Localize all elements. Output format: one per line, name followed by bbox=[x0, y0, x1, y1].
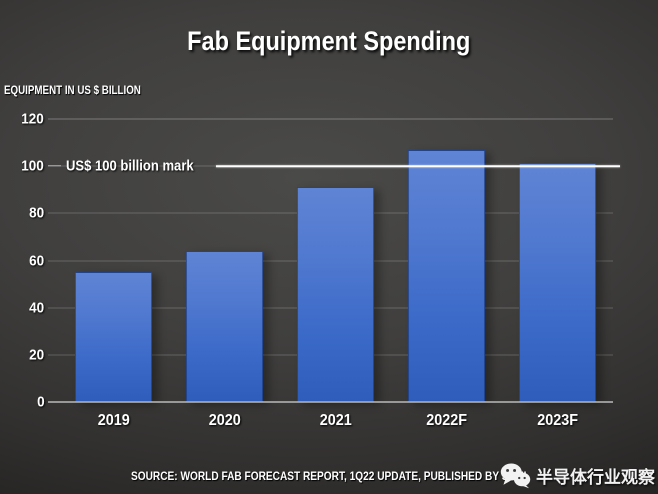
x-tick-text: 2020 bbox=[208, 412, 241, 429]
bar-slot bbox=[58, 119, 169, 402]
x-tick-label-2019: 2019 bbox=[58, 412, 169, 430]
x-tick-label-2022F: 2022F bbox=[391, 412, 502, 430]
x-tick-text: 2019 bbox=[97, 412, 130, 429]
x-tick-text: 2021 bbox=[319, 412, 352, 429]
chart-title: Fab Equipment Spending bbox=[187, 26, 471, 56]
plot-area: US$ 100 billion mark 0 20 40 60 80 100 120 bbox=[21, 112, 620, 410]
bar-2022F bbox=[408, 149, 485, 402]
y-tick-label-20: 20 bbox=[29, 346, 45, 364]
y-tick-label-80: 80 bbox=[29, 204, 45, 222]
x-tick-label-2021: 2021 bbox=[280, 412, 391, 430]
x-tick-text: 2023F bbox=[537, 412, 578, 429]
bar-slot bbox=[169, 119, 280, 402]
wechat-icon bbox=[500, 463, 531, 489]
bar-2020 bbox=[186, 251, 263, 402]
x-tick-label-2020: 2020 bbox=[169, 412, 280, 430]
y-tick-label-60: 60 bbox=[29, 252, 45, 269]
bar-slot bbox=[502, 119, 613, 402]
watermark: 半导体行业观察 bbox=[500, 462, 655, 489]
x-tick-text: 2022F bbox=[426, 412, 467, 429]
source-text: SOURCE: WORLD FAB FORECAST REPORT, 1Q22 … bbox=[131, 471, 527, 483]
bar-slot bbox=[280, 119, 391, 402]
bars-row bbox=[58, 119, 613, 402]
y-tick-label-120: 120 bbox=[21, 110, 44, 128]
y-tick-label-0: 0 bbox=[37, 393, 45, 411]
y-axis-title: EQUIPMENT IN US $ BILLION bbox=[4, 85, 141, 97]
page-title: Fab Equipment Spending bbox=[0, 26, 658, 57]
x-axis-labels: 2019 2020 2021 2022F 2023F bbox=[58, 412, 613, 430]
x-tick-label-2023F: 2023F bbox=[502, 412, 613, 430]
bar-2019 bbox=[75, 272, 152, 402]
source-text-wrap: SOURCE: WORLD FAB FORECAST REPORT, 1Q22 … bbox=[0, 471, 658, 483]
y-tick-label-40: 40 bbox=[29, 299, 45, 317]
bar-2021 bbox=[297, 187, 374, 402]
y-tick-label-100: 100 bbox=[21, 157, 44, 175]
bar-slot bbox=[391, 119, 502, 402]
bar-2023F bbox=[519, 162, 596, 402]
gridline-120 bbox=[48, 118, 613, 120]
gridline-0 bbox=[48, 401, 613, 403]
watermark-text: 半导体行业观察 bbox=[536, 468, 655, 487]
